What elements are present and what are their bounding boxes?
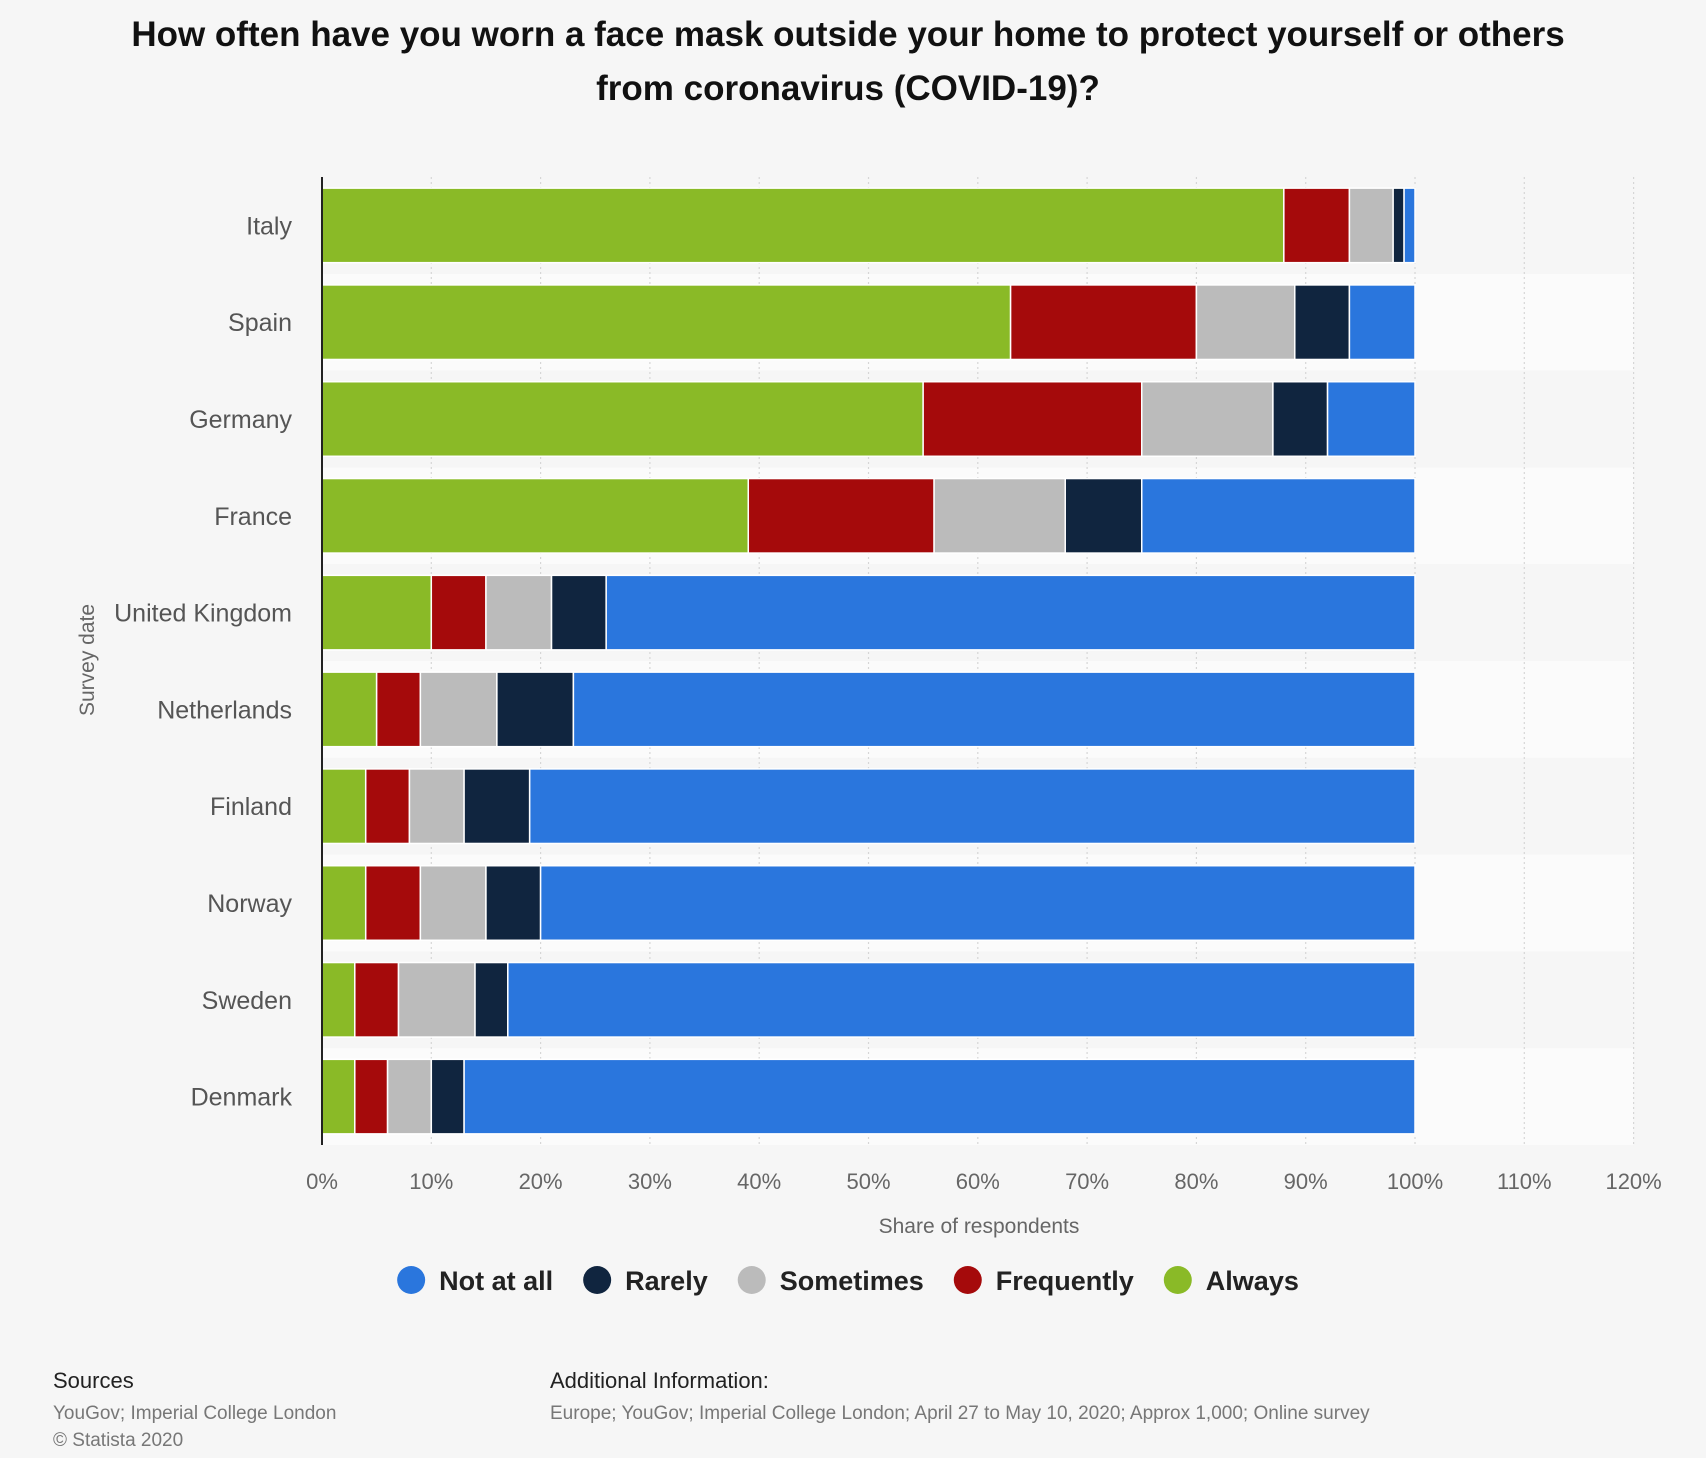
category-label: Germany	[189, 406, 292, 434]
bar-segment	[747, 477, 935, 554]
x-tick-label: 40%	[737, 1169, 781, 1194]
bar-segment	[321, 768, 367, 845]
legend-marker	[953, 1266, 982, 1294]
category-label: France	[214, 503, 292, 531]
bar-segment	[419, 671, 498, 748]
bar-segment	[1195, 284, 1296, 361]
legend-label[interactable]: Sometimes	[780, 1266, 924, 1296]
bar-segment	[474, 961, 509, 1038]
bar-segment	[1348, 187, 1394, 264]
x-tick-label: 100%	[1387, 1169, 1443, 1194]
additional-info-heading: Additional Information:	[550, 1368, 769, 1393]
category-labels: Italy Spain Germany France United Kingdom Net…	[114, 212, 292, 1111]
bar-segment	[1064, 477, 1143, 554]
bar-segment	[572, 671, 1416, 748]
x-tick-label: 120%	[1605, 1169, 1661, 1194]
category-label: Spain	[228, 309, 292, 337]
legend-marker	[583, 1266, 612, 1294]
bar-segment	[507, 961, 1416, 1038]
bar-segment	[485, 864, 542, 942]
bar-segment	[364, 768, 411, 845]
bar-segment	[1348, 284, 1416, 361]
legend: Not at all Rarely Sometimes Frequently Alway…	[397, 1266, 1299, 1296]
bar-segment	[1141, 380, 1274, 458]
bar-segment	[1392, 187, 1405, 264]
bar-segment	[1272, 380, 1329, 458]
x-tick-label: 80%	[1174, 1169, 1218, 1194]
bar-segment	[1326, 380, 1416, 458]
sources-heading: Sources	[53, 1368, 134, 1393]
category-label: Finland	[210, 793, 292, 821]
bar-segment	[1009, 284, 1198, 361]
category-label: United Kingdom	[114, 600, 292, 628]
legend-label[interactable]: Always	[1206, 1266, 1299, 1296]
bar-segment	[605, 574, 1416, 651]
x-tick-label: 20%	[519, 1169, 563, 1194]
x-tick-label: 60%	[956, 1169, 1000, 1194]
bar-segment	[1403, 187, 1416, 264]
x-tick-label: 90%	[1284, 1169, 1328, 1194]
bar-segment	[1294, 284, 1351, 361]
x-tick-label: 110%	[1497, 1169, 1552, 1194]
bar-segment	[354, 1058, 389, 1135]
bar-segment	[375, 671, 422, 748]
bar-segment	[463, 1058, 1416, 1135]
x-tick-label: 0%	[306, 1169, 338, 1194]
bar-segment	[364, 864, 422, 942]
sources-block: Sources YouGov; Imperial College London …	[53, 1368, 336, 1454]
bar-segment	[430, 574, 487, 651]
bar-segment	[550, 574, 607, 651]
legend-marker	[1163, 1266, 1192, 1294]
legend-label[interactable]: Frequently	[996, 1266, 1134, 1296]
category-label: Sweden	[202, 987, 292, 1015]
bar-segment	[408, 768, 465, 845]
sources-text[interactable]: YouGov; Imperial College London	[53, 1403, 337, 1424]
bar-segment	[419, 864, 487, 942]
bar-segment	[933, 477, 1066, 554]
bar-segment	[321, 574, 433, 651]
bar-segment	[539, 864, 1416, 942]
category-label: Italy	[246, 212, 292, 240]
bars	[321, 187, 1416, 1135]
additional-info-block: Additional Information: Europe; YouGov; …	[550, 1368, 1370, 1427]
x-tick-label: 10%	[409, 1169, 453, 1194]
legend-marker	[737, 1266, 766, 1294]
bar-segment	[463, 768, 531, 845]
bar-segment	[430, 1058, 465, 1135]
bar-segment	[528, 768, 1416, 845]
chart-title-line-2: from coronavirus (COVID-19)?	[596, 69, 1100, 108]
additional-info-text: Europe; YouGov; Imperial College London;…	[550, 1403, 1370, 1424]
bar-segment	[321, 864, 367, 942]
x-axis-title: Share of respondents	[879, 1215, 1080, 1238]
bar-segment	[321, 380, 924, 458]
bar-segment	[1141, 477, 1416, 554]
x-tick-labels: 0% 10% 20% 30% 40% 50% 60% 70% 80% 90% 100% 110% 120…	[306, 1169, 1662, 1194]
bar-segment	[321, 477, 750, 554]
bar-segment	[496, 671, 575, 748]
legend-label[interactable]: Not at all	[439, 1266, 553, 1296]
bar-segment	[321, 671, 378, 748]
chart-title-line-1: How often have you worn a face mask outs…	[131, 15, 1564, 54]
bar-segment	[397, 961, 476, 1038]
x-tick-label: 50%	[846, 1169, 890, 1194]
bar-segment	[321, 284, 1012, 361]
bar-segment	[321, 961, 356, 1038]
legend-marker	[397, 1266, 426, 1294]
bar-segment	[321, 1058, 356, 1135]
x-tick-label: 70%	[1065, 1169, 1109, 1194]
bar-segment	[354, 961, 400, 1038]
bar-segment	[321, 187, 1285, 264]
category-label: Netherlands	[157, 696, 292, 724]
y-axis-title: Survey date	[76, 604, 99, 716]
legend-label[interactable]: Rarely	[625, 1266, 708, 1296]
bar-segment	[485, 574, 553, 651]
bar-segment	[1283, 187, 1351, 264]
bar-segment	[386, 1058, 433, 1135]
category-label: Norway	[207, 890, 292, 918]
bar-segment	[922, 380, 1143, 458]
category-label: Denmark	[191, 1084, 293, 1112]
copyright-text: © Statista 2020	[53, 1430, 184, 1451]
x-tick-label: 30%	[628, 1169, 672, 1194]
